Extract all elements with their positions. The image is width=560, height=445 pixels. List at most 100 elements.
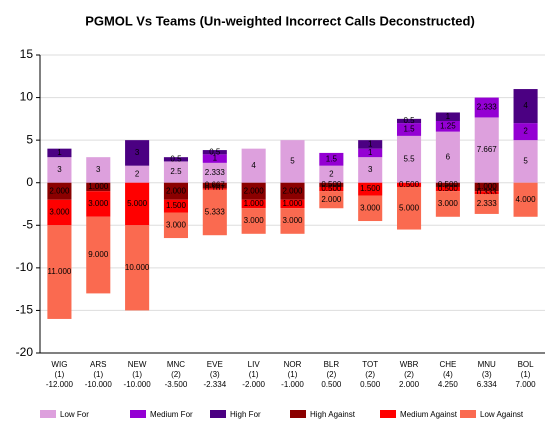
legend-swatch [380, 410, 396, 418]
data-label: 0.5 [209, 147, 221, 156]
data-label: 0.667 [205, 181, 226, 190]
data-label: 3 [135, 148, 140, 157]
data-label: 2 [523, 127, 528, 136]
x-tick-label: -3.500 [165, 380, 188, 389]
bar-segment [435, 131, 460, 183]
bar-segment [435, 112, 460, 121]
bar-segment [125, 140, 150, 166]
bar-segment [513, 123, 538, 141]
data-label: 1 [368, 140, 373, 149]
x-tick-label: -12.000 [46, 380, 74, 389]
bar-segment [163, 157, 189, 162]
x-tick-label: -2.000 [242, 380, 265, 389]
bar-segment [319, 186, 344, 192]
x-tick-label: -10.000 [124, 380, 152, 389]
x-tick-label: (2) [326, 370, 336, 379]
bar-segment [280, 208, 305, 234]
data-label: 2 [329, 169, 334, 178]
x-tick-label: (3) [210, 370, 220, 379]
bar-segment [280, 140, 305, 183]
bar-segment [202, 150, 227, 155]
bar-segment [163, 212, 189, 239]
bar-segment [474, 191, 499, 195]
x-tick-label: (2) [365, 370, 375, 379]
bar-segment [396, 118, 422, 124]
data-label: 0.500 [399, 180, 420, 189]
x-tick-label: 0.500 [360, 380, 381, 389]
legend-swatch [130, 410, 146, 418]
bar-segment [125, 225, 150, 311]
bar-segment [319, 152, 344, 166]
data-label: 3 [96, 165, 101, 174]
x-tick-label: BOL [518, 360, 535, 369]
x-tick-label: EVE [207, 360, 223, 369]
data-label: 5.333 [205, 208, 226, 217]
data-label: 3.000 [244, 216, 265, 225]
x-tick-label: WBR [400, 360, 419, 369]
bar-segment [280, 182, 305, 200]
x-tick-label: -1.000 [281, 380, 304, 389]
data-label: 0.500 [321, 180, 342, 189]
data-label: 0.5 [170, 154, 182, 163]
bar-segment [202, 162, 227, 183]
legend-swatch [460, 410, 476, 418]
bar-segment [435, 182, 460, 187]
bar-segment [513, 140, 538, 183]
bar-segment [47, 199, 72, 226]
data-label: 2.000 [49, 186, 70, 195]
y-tick-label: -10 [16, 260, 34, 274]
bar-segment [396, 182, 422, 187]
data-label: 1 [368, 148, 373, 157]
data-label: 1.5 [403, 125, 415, 134]
x-tick-label: -10.000 [85, 380, 113, 389]
x-tick-label: (1) [288, 370, 298, 379]
x-tick-label: 0.500 [321, 380, 342, 389]
bar-segment [319, 191, 344, 209]
bar-segment [474, 117, 499, 183]
legend-label: High For [230, 410, 261, 419]
bar-segment [202, 188, 227, 190]
legend-label: Medium Against [400, 410, 458, 419]
legend-swatch [210, 410, 226, 418]
bar-segment [163, 161, 189, 183]
legend-label: Low For [60, 410, 89, 419]
data-label: 2.333 [205, 168, 226, 177]
data-label: 1.500 [360, 184, 381, 193]
data-label: 1.000 [477, 182, 498, 191]
x-tick-label: MNU [478, 360, 496, 369]
data-label: 5.000 [399, 203, 420, 212]
data-label: 2.333 [477, 199, 498, 208]
bar-segment [396, 123, 422, 136]
data-label: 1 [57, 148, 62, 157]
y-tick-label: -15 [16, 303, 34, 317]
x-tick-label: BLR [324, 360, 340, 369]
bar-segment [319, 165, 344, 183]
data-label: 3.000 [49, 208, 70, 217]
bar-segment [280, 199, 305, 209]
data-label: 1.500 [166, 201, 187, 210]
data-label: 1.5 [326, 154, 338, 163]
x-tick-label: (4) [443, 370, 453, 379]
data-label: 0.500 [438, 184, 459, 193]
bar-segment [202, 182, 227, 189]
data-label: 3.000 [438, 199, 459, 208]
data-label: 5 [290, 157, 295, 166]
y-tick-label: 5 [26, 132, 33, 146]
x-tick-label: 7.000 [516, 380, 537, 389]
data-label: 1.000 [282, 199, 303, 208]
x-tick-label: (1) [55, 370, 65, 379]
data-label: 11.000 [47, 267, 71, 276]
bar-segment [474, 194, 499, 214]
data-label: 5 [523, 157, 528, 166]
bar-segment [358, 140, 383, 149]
data-label: 0.500 [321, 184, 342, 193]
data-label: 1.000 [88, 182, 109, 191]
x-tick-label: 2.000 [399, 380, 420, 389]
x-tick-label: ARS [90, 360, 106, 369]
x-tick-label: 6.334 [477, 380, 498, 389]
x-tick-label: (3) [482, 370, 492, 379]
data-label: 10.000 [125, 263, 150, 272]
x-tick-label: 4.250 [438, 380, 459, 389]
legend-swatch [290, 410, 306, 418]
data-label: 4 [251, 161, 256, 170]
